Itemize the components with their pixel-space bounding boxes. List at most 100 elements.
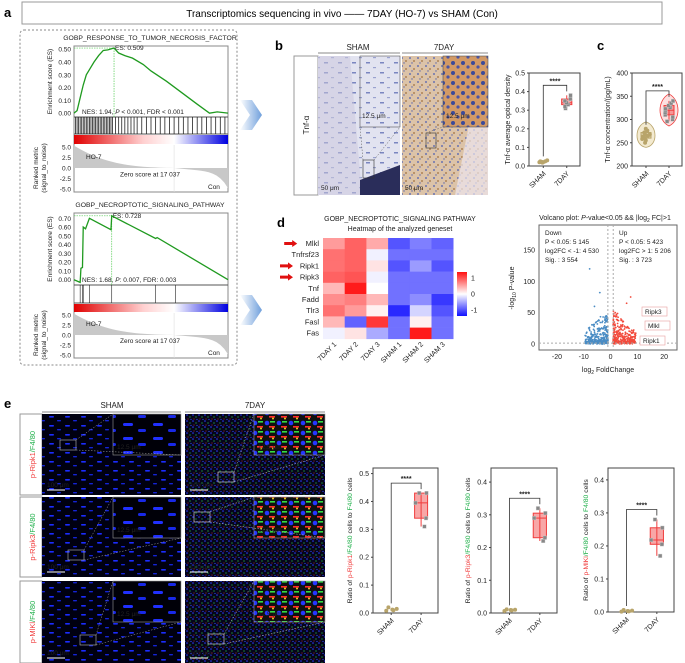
p-mlkl-ratio-chart: 0.0 0.1 0.2 0.3 0.4 Ratio of p-MlKl/F4/80 cel… <box>583 467 675 636</box>
volcano-point <box>630 329 633 332</box>
x-tick-label: 7DAY <box>644 616 662 634</box>
heatmap-row-label: Tnf <box>308 284 320 293</box>
volcano-point <box>590 335 593 338</box>
colorbar-tick-label: 0 <box>471 292 475 299</box>
volcano-point <box>591 340 594 343</box>
heatmap-cell <box>344 282 367 295</box>
es-tick-label: 0.70 <box>58 216 71 223</box>
heatmap-cell <box>323 327 345 340</box>
volcano-point <box>620 319 623 321</box>
x-tick-label: 10 <box>633 354 641 361</box>
y-tick-label: 50 <box>527 310 535 317</box>
volcano-point <box>588 342 591 345</box>
volcano-point <box>604 317 606 319</box>
volcano-point <box>598 330 601 332</box>
y-tick-label: 0.1 <box>594 576 604 583</box>
data-point <box>386 605 391 610</box>
y-tick-label: 0.0 <box>515 164 525 171</box>
gsea-stats: NES: 1.94, P < 0.001, FDR < 0.001 <box>82 109 184 116</box>
volcano-point <box>593 333 596 335</box>
gsea-title: GOBP_RESPONSE_TO_TUMOR_NECROSIS_FACTOR <box>63 35 237 42</box>
volcano-point <box>599 321 602 324</box>
if-image-sham: 12.5 μm 100 μm <box>42 580 182 663</box>
scale-bar-label: 100 μm <box>47 482 69 489</box>
y-tick-label: 0 <box>531 341 535 348</box>
y-tick-label: 0.3 <box>594 510 604 517</box>
data-point <box>424 491 429 496</box>
ihc-image-sham: 12.5 μm 50 μm <box>318 55 401 195</box>
heatmap-row-label: Tnfrsf23 <box>291 250 319 259</box>
scale-bar-label: 12.5 μm <box>362 113 386 120</box>
x-tick-label: 20 <box>660 354 668 361</box>
volcano-point <box>588 267 591 270</box>
volcano-point <box>600 337 603 340</box>
y-tick-label: 0.2 <box>594 543 604 550</box>
red-arrow-icon <box>284 240 298 247</box>
negative-phenotype-label: Con <box>208 350 220 357</box>
zoom-guide <box>209 521 326 539</box>
heatmap-cell <box>409 327 432 340</box>
tnf-concentration-chart: 200 250 300 350 400 Tnf-α concentration/(pg/m… <box>605 71 683 190</box>
heatmap-cell <box>344 249 367 261</box>
volcano-point <box>597 338 600 340</box>
volcano-point <box>619 332 622 335</box>
x-tick-label: SHAM <box>376 617 395 636</box>
data-point <box>660 525 665 530</box>
data-point <box>649 538 654 543</box>
x-tick-label: SHAM <box>612 616 631 635</box>
volcano-point <box>614 337 617 340</box>
zoom-guide <box>233 413 255 473</box>
column-header-7day: 7DAY <box>434 43 455 52</box>
zoom-inset <box>112 496 182 539</box>
heatmap-cell <box>344 305 367 317</box>
scale-bar-label: 100 μm <box>47 564 69 571</box>
panel-label-c: c <box>597 38 604 53</box>
volcano-point <box>603 332 606 334</box>
volcano-point <box>632 335 635 338</box>
es-tick-label: 0.50 <box>58 47 71 54</box>
title-box <box>21 1 663 25</box>
significance-stars: **** <box>519 491 530 498</box>
heatmap-cell <box>388 271 411 284</box>
volcano-point <box>589 340 592 343</box>
volcano-point <box>593 338 596 340</box>
row-label: p-MlKl/F4/80 <box>28 601 37 644</box>
es-tick-label: 0.30 <box>58 72 71 79</box>
volcano-point <box>585 332 588 335</box>
heatmap-cell <box>323 238 345 250</box>
data-point <box>545 158 550 163</box>
heatmap-cell <box>366 260 389 272</box>
data-point <box>394 606 399 611</box>
volcano-point <box>612 315 615 318</box>
es-tick-label: 0.10 <box>58 98 71 105</box>
y-tick-label: 0.2 <box>477 545 487 552</box>
volcano-point <box>621 325 623 328</box>
data-point <box>665 119 670 124</box>
zoom-region <box>217 471 235 483</box>
gsea-plot-tnf: GOBP_RESPONSE_TO_TUMOR_NECROSIS_FACTOR 0.… <box>33 35 237 194</box>
if-image-sham: 12.5 μm 100 μm <box>42 496 182 577</box>
y-tick-label: 0.4 <box>477 480 487 487</box>
heatmap-cell <box>366 282 389 295</box>
volcano-point <box>593 323 596 326</box>
if-image-7day: 12.5 μm 100 μm <box>185 496 326 577</box>
rank-axis-label: Ranked metric <box>33 146 40 189</box>
data-point <box>417 491 422 496</box>
y-axis-label: Tnf-α concentration/(pg/mL) <box>605 76 612 163</box>
heatmap-cell <box>388 260 411 272</box>
gsea-stats: NES: 1.68, P: 0.007, FDR: 0.003 <box>82 277 177 284</box>
volcano-point <box>619 333 622 336</box>
heatmap-cell <box>431 294 454 306</box>
rank-tick-label: 5.0 <box>62 145 71 152</box>
volcano-point <box>621 332 623 335</box>
heatmap-column-label: 7DAY 3 <box>360 341 382 363</box>
box-7day <box>414 492 429 519</box>
heatmap-cell <box>409 260 432 272</box>
volcano-point <box>632 331 634 334</box>
data-point <box>630 608 635 613</box>
zoom-inset <box>253 413 326 456</box>
es-tick-label: 0.00 <box>58 111 71 118</box>
heatmap-cell <box>388 238 411 250</box>
volcano-point <box>619 335 622 338</box>
